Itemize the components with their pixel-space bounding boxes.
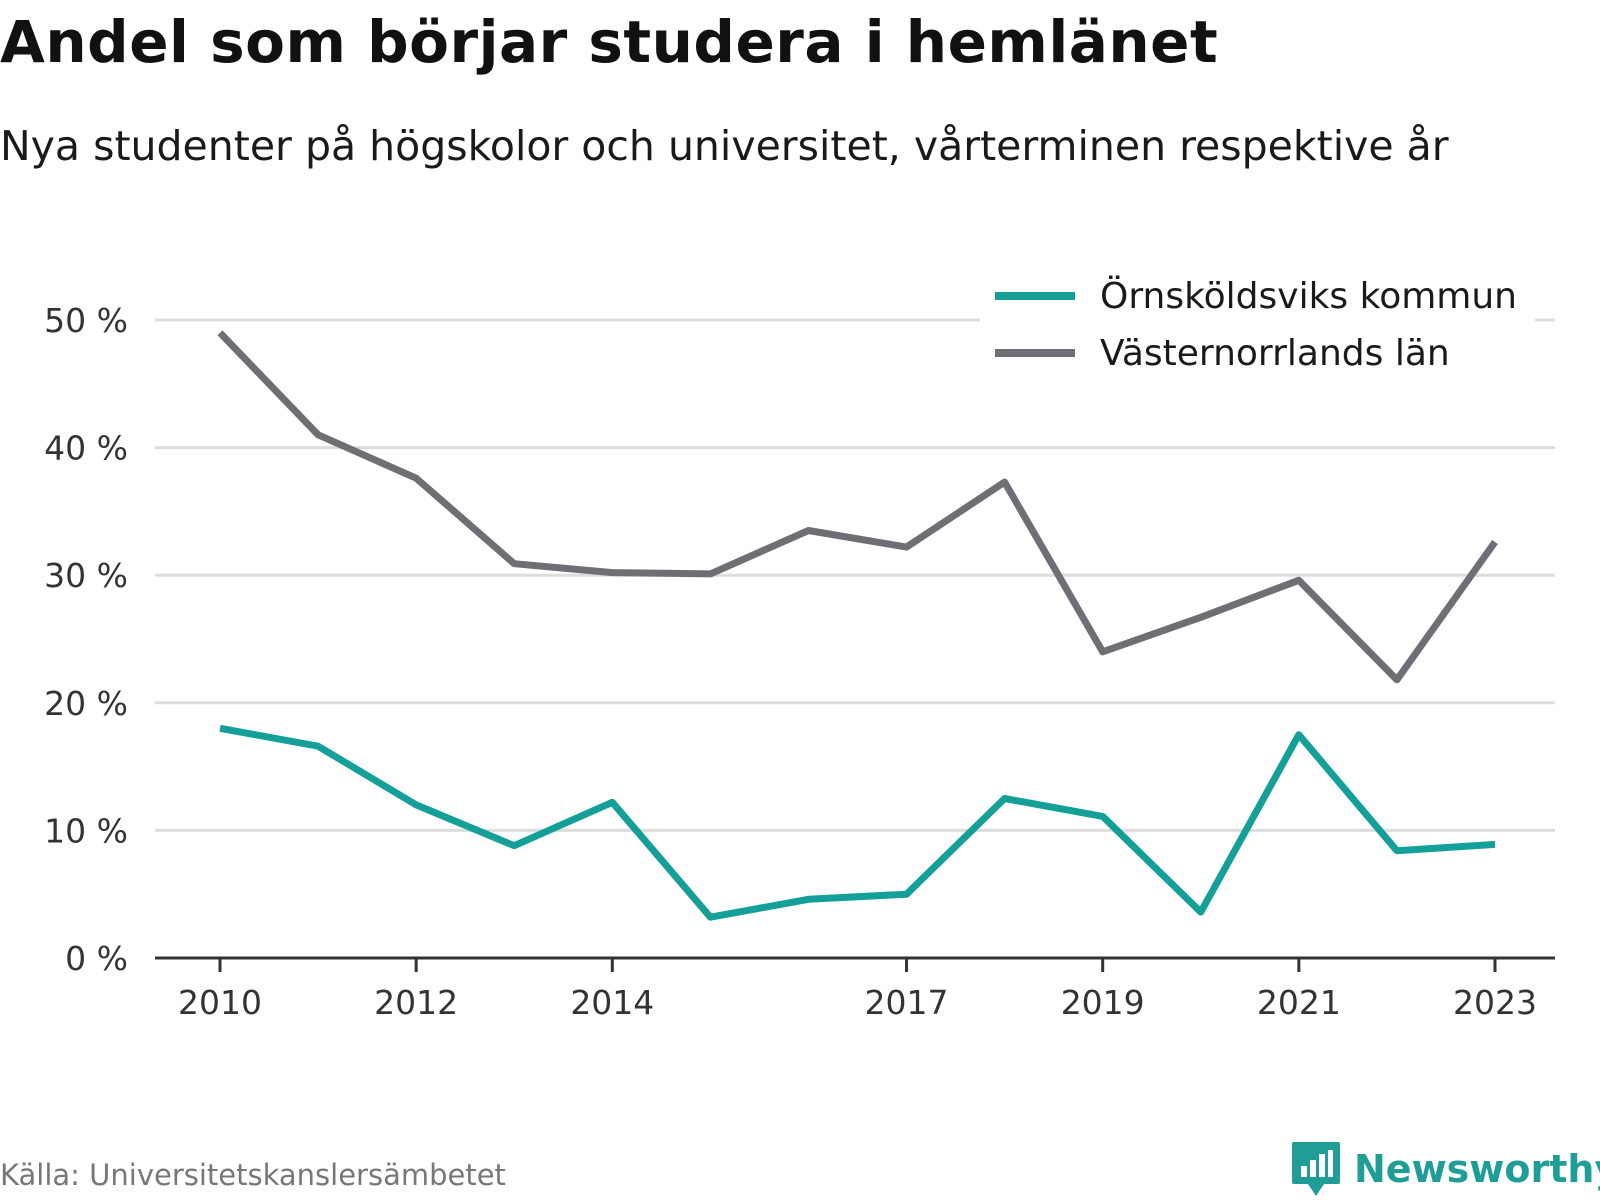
legend-label: Örnsköldsviks kommun (1100, 275, 1517, 317)
legend: Örnsköldsviks kommun Västernorrlands län (980, 262, 1535, 380)
brand-logo: Newsworthy (1290, 1140, 1600, 1198)
y-tick-label: 0 % (65, 939, 128, 978)
x-tick-label: 2023 (1453, 983, 1537, 1022)
x-tick-label: 2012 (374, 983, 458, 1022)
newsworthy-logo-icon (1292, 1142, 1340, 1196)
series-lines (217, 330, 1498, 921)
x-tick-label: 2019 (1061, 983, 1145, 1022)
y-axis-ticks: 0 % 10 % 20 % 30 % 40 % 50 % (44, 301, 128, 978)
legend-background (980, 262, 1535, 380)
chart-title: Andel som börjar studera i hemlänet (0, 8, 1219, 76)
source-note: Källa: Universitetskanslersämbetet (0, 1158, 506, 1192)
brand-name: Newsworthy (1354, 1147, 1600, 1191)
x-tick-label: 2010 (178, 983, 262, 1022)
x-tick-label: 2014 (570, 983, 654, 1022)
y-tick-label: 20 % (44, 684, 128, 723)
x-tick-label: 2021 (1257, 983, 1341, 1022)
y-tick-label: 30 % (44, 556, 128, 595)
x-tick-label: 2017 (865, 983, 949, 1022)
legend-label: Västernorrlands län (1100, 333, 1450, 374)
y-tick-label: 10 % (44, 811, 128, 850)
series-line (219, 724, 1496, 921)
y-tick-label: 40 % (44, 429, 128, 468)
grid-lines (155, 318, 1555, 832)
y-tick-label: 50 % (44, 301, 128, 340)
x-axis: 2010 2012 2014 2017 2019 2021 2023 (155, 956, 1555, 1022)
series-line (217, 330, 1498, 684)
chart-subtitle: Nya studenter på högskolor och universit… (0, 122, 1449, 170)
